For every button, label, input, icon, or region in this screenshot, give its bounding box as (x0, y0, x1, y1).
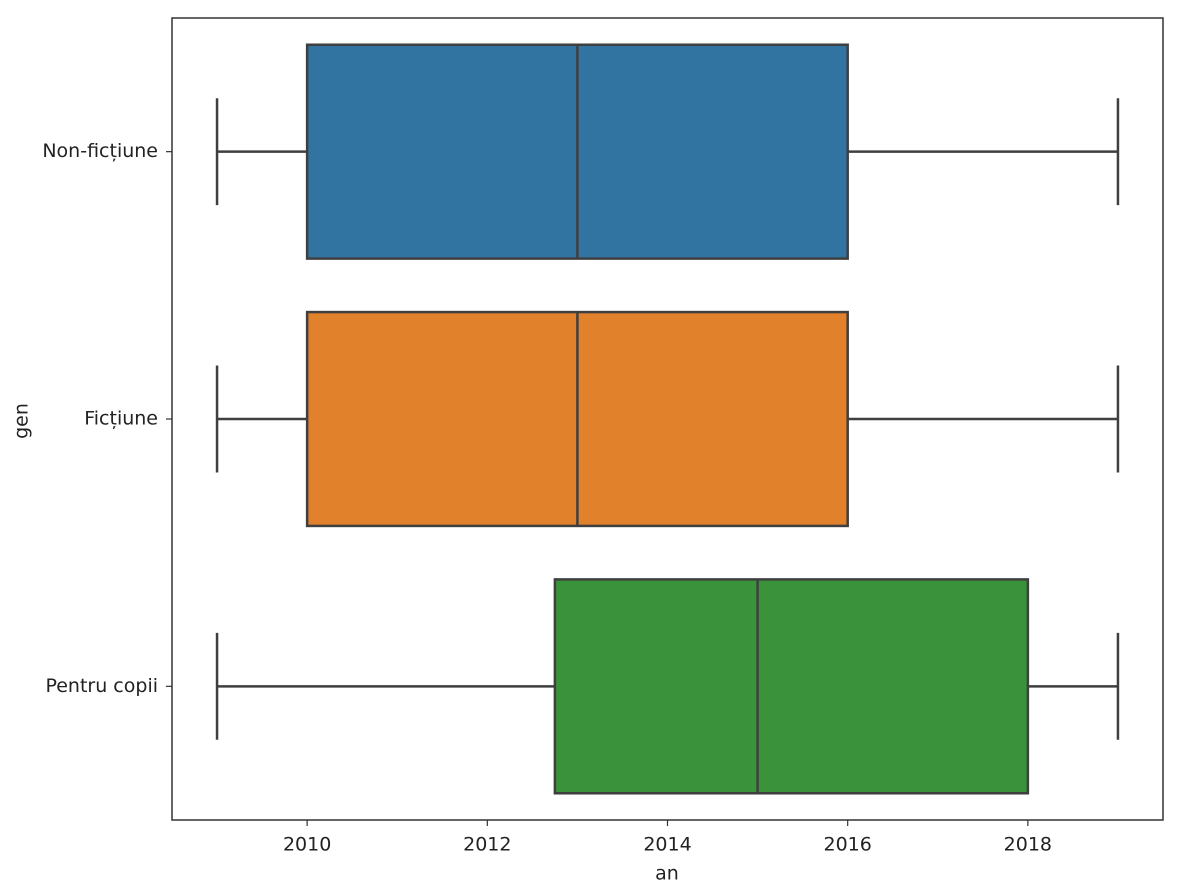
x-tick-label: 2010 (283, 834, 331, 856)
y-tick-label: Ficțiune (84, 408, 158, 430)
x-tick-label: 2012 (463, 834, 511, 856)
x-axis-label: an (655, 863, 679, 885)
x-tick-label: 2016 (824, 834, 872, 856)
y-axis-label: gen (11, 403, 33, 439)
x-tick-label: 2014 (643, 834, 691, 856)
y-tick-label: Pentru copii (45, 675, 158, 697)
box (553, 578, 1030, 795)
y-tick-label: Non-ficțiune (42, 140, 158, 162)
x-tick-label: 2018 (1004, 834, 1052, 856)
